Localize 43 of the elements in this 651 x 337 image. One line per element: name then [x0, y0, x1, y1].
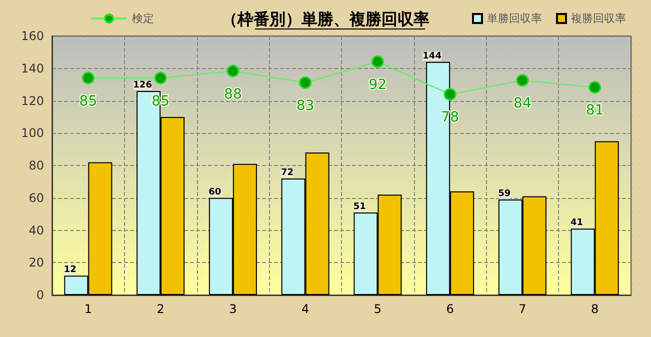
data-label: 81 [586, 102, 604, 119]
point [299, 76, 312, 89]
x-tick-label: 8 [590, 302, 599, 316]
x-tick-label: 3 [229, 302, 237, 316]
y-tick-label: 40 [28, 223, 44, 238]
y-tick-label: 120 [21, 94, 44, 108]
legend-label: 検定 [132, 12, 154, 25]
x-tick-label: 5 [374, 302, 382, 316]
y-tick-label: 60 [28, 190, 44, 205]
data-label: 51 [353, 202, 366, 212]
data-label: 41 [570, 218, 584, 228]
point [444, 88, 456, 101]
point [82, 72, 94, 84]
y-tick-label: 160 [21, 29, 44, 43]
x-tick-label: 2 [156, 302, 164, 316]
data-label: 85 [79, 93, 98, 110]
x-tick-label: 4 [301, 302, 310, 316]
data-label: 72 [281, 168, 294, 178]
x-tick-label: 7 [518, 302, 526, 316]
legend-label: 単勝回収率 [487, 12, 542, 25]
data-label: 84 [514, 96, 532, 112]
y-tick-label: 140 [21, 61, 44, 76]
y-tick-label: 20 [28, 256, 44, 270]
x-tick-label: 1 [84, 302, 92, 316]
data-label: 59 [498, 188, 511, 199]
point [516, 74, 529, 87]
data-label: 83 [296, 98, 314, 114]
x-tick-label: 6 [446, 302, 454, 316]
point [226, 64, 240, 78]
point [154, 72, 167, 84]
data-label: 92 [368, 76, 387, 93]
point [371, 55, 384, 68]
legend-label: 複勝回収率 [571, 12, 626, 25]
y-tick-label: 0 [36, 288, 44, 302]
data-label: 60 [208, 187, 222, 198]
point [588, 81, 602, 94]
data-label: 126 [133, 80, 152, 91]
chart-title: （枠番別）単勝、複勝回収率 [222, 10, 430, 28]
y-tick-label: 80 [28, 158, 44, 172]
y-tick-label: 100 [21, 126, 44, 140]
data-label: 144 [422, 51, 442, 62]
data-label: 88 [224, 86, 242, 102]
data-label: 12 [64, 265, 76, 276]
